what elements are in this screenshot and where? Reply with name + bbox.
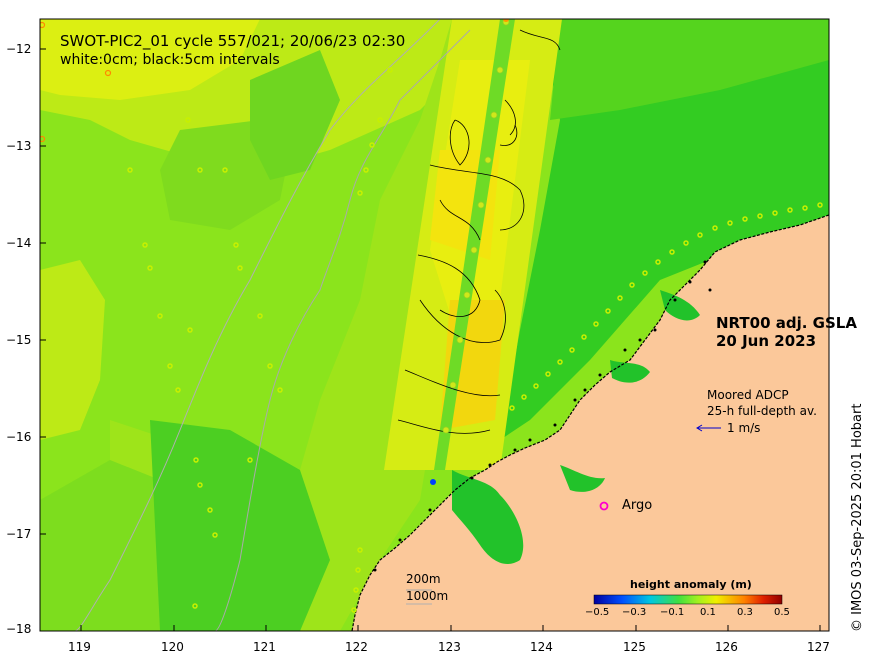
x-tick-label: 122 — [345, 640, 368, 654]
x-tick-label: 125 — [623, 640, 646, 654]
colorbar-title: height anomaly (m) — [630, 578, 752, 591]
depth-label-200m: 200m — [406, 572, 441, 586]
plot-subtitle: white:0cm; black:5cm intervals — [60, 52, 280, 68]
adcp-sublabel: 25-h full-depth av. — [707, 404, 817, 418]
track-dot — [104, 69, 112, 77]
islands — [373, 260, 712, 572]
product-date: 20 Jun 2023 — [716, 332, 817, 350]
coastline — [351, 214, 829, 631]
depth-contour-1000m — [74, 19, 441, 631]
colorbar-tick: −0.3 — [622, 607, 647, 618]
y-tick-label: −16 — [6, 430, 32, 444]
argo-label: Argo — [622, 498, 653, 513]
track-dot — [503, 19, 509, 22]
coastal-inlet — [660, 290, 700, 321]
anomaly-patch — [40, 19, 260, 100]
colorbar — [593, 594, 783, 605]
colorbar-tick: −0.1 — [660, 607, 685, 618]
swath-contours — [397, 29, 561, 434]
x-tick-label: 119 — [68, 640, 91, 654]
anomaly-patch — [150, 420, 330, 631]
anomaly-patch — [550, 19, 829, 120]
nadir-track-dots — [442, 19, 510, 434]
y-tick-label: −18 — [6, 622, 32, 636]
depth-contour-200m — [214, 29, 471, 631]
y-tick-label: −12 — [6, 42, 32, 56]
product-label: NRT00 adj. GSLA — [716, 314, 857, 332]
x-tick-label: 120 — [161, 640, 184, 654]
credit-label: © IMOS 03-Sep-2025 20:01 Hobart — [850, 403, 865, 632]
x-tick-label: 124 — [530, 640, 553, 654]
adcp-scale-arrow — [696, 424, 721, 432]
altimeter-track-dots — [127, 67, 823, 613]
colorbar-tick: 0.3 — [737, 607, 753, 618]
depth-label-1000m: 1000m — [406, 589, 449, 603]
y-tick-label: −17 — [6, 527, 32, 541]
king-sound — [452, 470, 524, 565]
swot-nadir-track — [434, 19, 515, 470]
x-tick-label: 127 — [807, 640, 830, 654]
y-tick-label: −14 — [6, 236, 32, 250]
track-dot — [40, 135, 46, 143]
argo-marker — [599, 501, 609, 511]
map-plot-area — [40, 19, 829, 631]
nadir-track-dot-low — [430, 479, 436, 485]
x-tick-label: 121 — [253, 640, 276, 654]
adcp-label: Moored ADCP — [707, 388, 789, 402]
adcp-scale-label: 1 m/s — [727, 421, 761, 435]
anomaly-patch — [250, 50, 340, 180]
anomaly-patch — [500, 19, 829, 440]
track-dot — [40, 21, 46, 29]
colorbar-tick: −0.5 — [585, 607, 610, 618]
coastal-inlet — [560, 465, 605, 492]
x-tick-label: 123 — [438, 640, 461, 654]
x-tick-label: 126 — [715, 640, 738, 654]
colorbar-tick: 0.1 — [700, 607, 716, 618]
y-tick-label: −13 — [6, 139, 32, 153]
plot-title: SWOT-PIC2_01 cycle 557/021; 20/06/23 02:… — [60, 32, 406, 50]
plot-frame — [39, 18, 830, 632]
anomaly-patch — [40, 260, 105, 440]
y-tick-label: −15 — [6, 333, 32, 347]
colorbar-tick: 0.5 — [774, 607, 790, 618]
coastal-inlet — [610, 360, 650, 383]
axis-ticks — [40, 48, 821, 632]
